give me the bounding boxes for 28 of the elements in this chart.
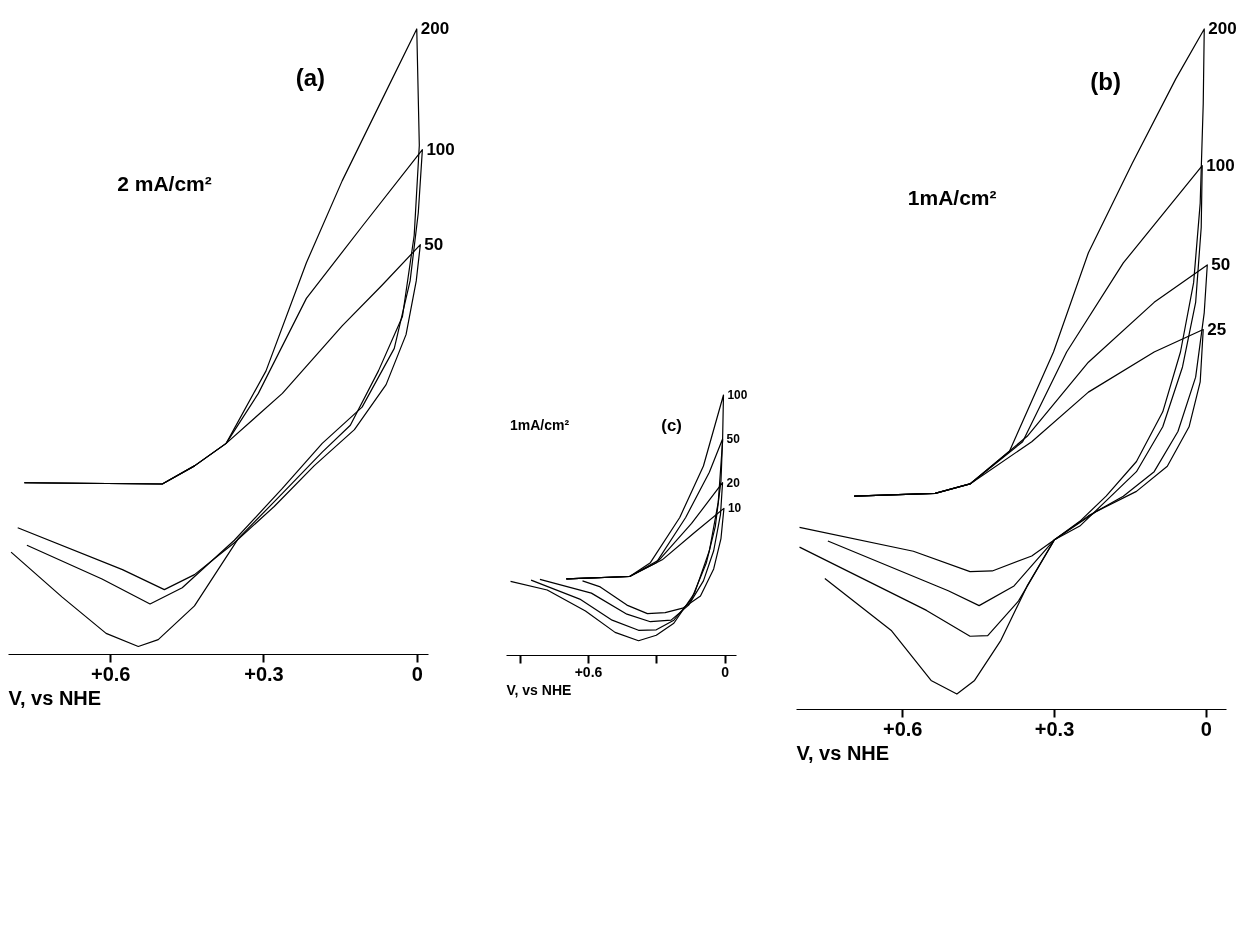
series-label: 200 (420, 19, 450, 38)
text: (a) (295, 64, 326, 91)
series-label: 100 (426, 139, 455, 159)
x-tick-label: +0.6 (574, 663, 603, 680)
annotation: 1mA/cm² (510, 417, 570, 434)
series-label: 25 (1207, 319, 1227, 339)
series-label: 20 (726, 475, 741, 490)
x-tick-label: +0.6 (882, 717, 923, 740)
series-label: 200 (1208, 19, 1237, 38)
series-label: 50 (1211, 254, 1231, 274)
x-tick-label: +0.6 (90, 662, 131, 685)
x-tick-label: +0.3 (1034, 717, 1075, 740)
x-tick-label: 0 (411, 662, 423, 685)
x-axis-title: V, vs NHE (506, 681, 572, 698)
x-axis-title: V, vs NHE (8, 686, 102, 709)
series-label: 100 (727, 388, 748, 402)
text: (c) (661, 416, 682, 436)
x-axis-title: V, vs NHE (796, 741, 890, 764)
text: (b) (1090, 68, 1121, 96)
series-label: 100 (1206, 155, 1235, 175)
x-tick-label: +0.3 (244, 662, 284, 685)
x-tick-label: 0 (1200, 717, 1212, 740)
series-label: 50 (424, 234, 444, 254)
series-label: 50 (726, 431, 741, 446)
annotation: 2 mA/cm² (117, 172, 212, 196)
annotation: 1mA/cm² (907, 186, 997, 209)
x-tick-label: 0 (721, 663, 730, 680)
series-label: 10 (727, 501, 742, 516)
